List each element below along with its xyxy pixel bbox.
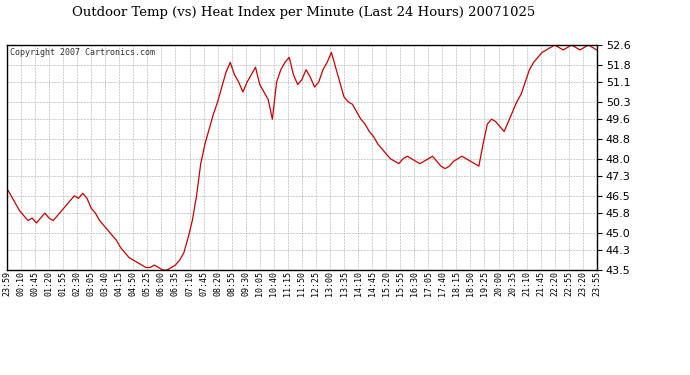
- Text: Copyright 2007 Cartronics.com: Copyright 2007 Cartronics.com: [10, 48, 155, 57]
- Text: Outdoor Temp (vs) Heat Index per Minute (Last 24 Hours) 20071025: Outdoor Temp (vs) Heat Index per Minute …: [72, 6, 535, 19]
